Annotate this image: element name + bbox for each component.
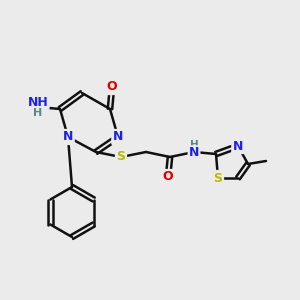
Text: N: N xyxy=(233,140,243,152)
Text: S: S xyxy=(214,172,223,184)
Text: O: O xyxy=(107,80,117,94)
Text: S: S xyxy=(116,151,125,164)
Text: H: H xyxy=(33,108,43,118)
Text: H: H xyxy=(190,140,198,150)
Text: N: N xyxy=(189,146,199,160)
Text: N: N xyxy=(63,130,73,143)
Text: O: O xyxy=(163,170,173,184)
Text: N: N xyxy=(113,130,123,143)
Text: NH: NH xyxy=(28,95,48,109)
